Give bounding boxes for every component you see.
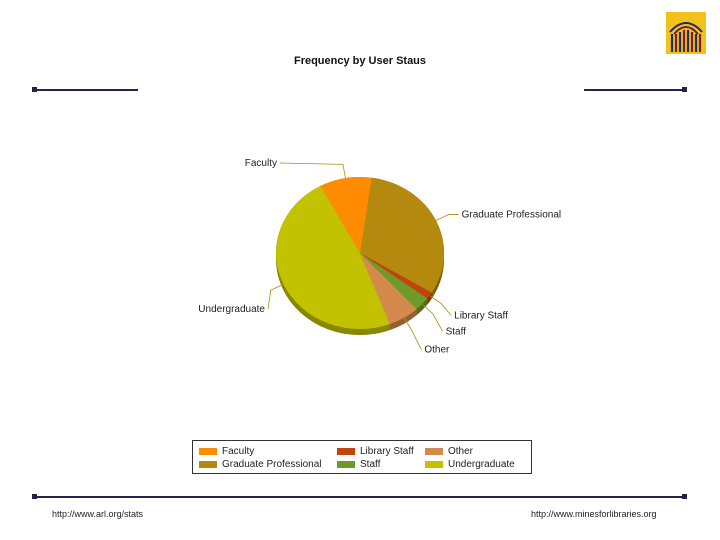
legend-swatch [337, 447, 355, 455]
leader-faculty [279, 162, 346, 179]
slice-label-undergraduate: Undergraduate [198, 304, 265, 315]
bottom-left-rule-dot [32, 494, 37, 499]
footer-left-url[interactable]: http://www.arl.org/stats [52, 509, 144, 519]
pie-leaders [267, 162, 459, 350]
legend-swatch [199, 460, 217, 468]
footer-right-url[interactable]: http://www.minesforlibraries.org [531, 509, 657, 519]
legend-swatch [425, 460, 443, 468]
pie-slices [276, 177, 444, 329]
chart-title: Frequency by User Staus [293, 55, 427, 67]
slice-label-library-staff: Library Staff [454, 310, 508, 321]
arches-logo-icon [666, 12, 706, 54]
legend-label: Undergraduate [448, 459, 515, 470]
bottom-right-rule-dot [682, 494, 687, 499]
bottom-rule [34, 496, 686, 498]
legend-label: Graduate Professional [222, 459, 322, 470]
slice-graduate-professional [360, 177, 444, 293]
leader-undergraduate [267, 284, 284, 310]
slice-library-staff [360, 253, 432, 299]
leader-staff [421, 303, 443, 332]
legend-item-library-staff: Library Staff [337, 446, 414, 457]
slice-side-library-staff [427, 292, 432, 305]
legend: Faculty Library Staff Other Graduate Pro… [192, 440, 532, 474]
legend-item-staff: Staff [337, 459, 380, 470]
slice-label-other: Other [424, 345, 450, 356]
legend-label: Other [448, 446, 474, 457]
leader-graduate-professional [435, 214, 459, 221]
top-left-rule-dot [32, 87, 37, 92]
slice-label-graduate-professional: Graduate Professional [462, 210, 562, 221]
legend-swatch [199, 447, 217, 455]
top-right-rule-dot [682, 87, 687, 92]
legend-item-faculty: Faculty [199, 446, 254, 457]
slice-other [360, 253, 417, 325]
legend-label: Staff [360, 459, 381, 470]
leader-library-staff [429, 295, 452, 316]
pie-labels: Graduate Professional Library Staff Staff O… [198, 158, 561, 356]
slice-label-faculty: Faculty [245, 158, 277, 169]
legend-label: Faculty [222, 446, 255, 457]
slice-faculty [320, 177, 372, 253]
slice-side-other [389, 309, 417, 331]
leader-other [403, 317, 422, 350]
top-left-rule [34, 89, 138, 91]
slice-undergraduate [276, 185, 390, 329]
top-right-rule [584, 89, 686, 91]
legend-item-graduate-professional: Graduate Professional [199, 459, 322, 470]
slice-side-staff [416, 298, 428, 316]
legend-label: Library Staff [360, 446, 414, 457]
legend-swatch [337, 460, 355, 468]
slice-label-staff: Staff [446, 326, 467, 337]
legend-swatch [425, 447, 443, 455]
legend-item-other: Other [425, 446, 473, 457]
slice-staff [360, 253, 428, 310]
legend-item-undergraduate: Undergraduate [425, 459, 515, 470]
